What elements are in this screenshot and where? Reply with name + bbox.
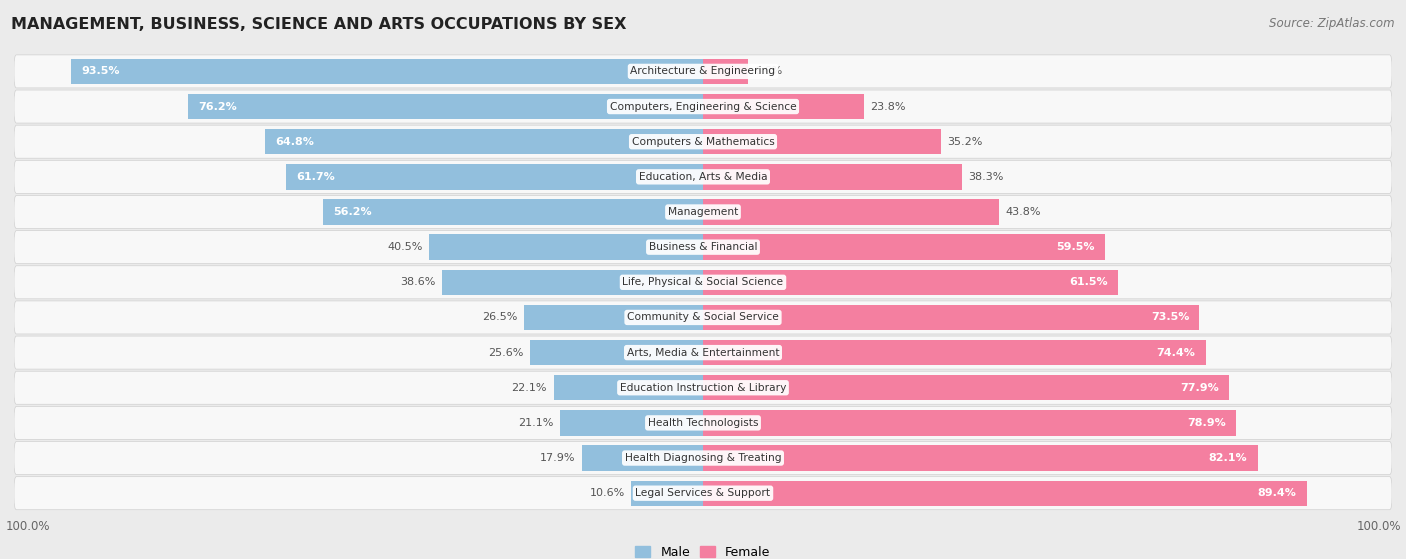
Text: 38.3%: 38.3% <box>969 172 1004 182</box>
FancyBboxPatch shape <box>14 266 1392 299</box>
Text: 43.8%: 43.8% <box>1005 207 1040 217</box>
FancyBboxPatch shape <box>14 301 1392 334</box>
Bar <box>72 59 703 84</box>
Text: Source: ZipAtlas.com: Source: ZipAtlas.com <box>1270 17 1395 30</box>
Text: 76.2%: 76.2% <box>198 102 238 112</box>
Text: 21.1%: 21.1% <box>519 418 554 428</box>
Bar <box>703 446 1257 471</box>
Text: 89.4%: 89.4% <box>1258 488 1296 498</box>
FancyBboxPatch shape <box>14 160 1392 193</box>
Text: 38.6%: 38.6% <box>401 277 436 287</box>
Bar <box>703 340 1205 365</box>
FancyBboxPatch shape <box>14 406 1392 439</box>
Text: 73.5%: 73.5% <box>1152 312 1189 323</box>
Text: 78.9%: 78.9% <box>1187 418 1226 428</box>
Bar <box>703 305 1199 330</box>
Text: 22.1%: 22.1% <box>512 383 547 393</box>
Bar <box>524 305 703 330</box>
Bar <box>703 200 998 225</box>
Bar <box>703 269 1118 295</box>
FancyBboxPatch shape <box>14 55 1392 88</box>
Bar <box>703 164 962 190</box>
Text: 26.5%: 26.5% <box>482 312 517 323</box>
Text: Education Instruction & Library: Education Instruction & Library <box>620 383 786 393</box>
FancyBboxPatch shape <box>14 125 1392 158</box>
Text: Life, Physical & Social Science: Life, Physical & Social Science <box>623 277 783 287</box>
Bar <box>703 410 1236 435</box>
Text: 40.5%: 40.5% <box>387 242 423 252</box>
Text: Business & Financial: Business & Financial <box>648 242 758 252</box>
Bar <box>188 94 703 119</box>
Bar <box>703 234 1105 260</box>
Bar <box>582 446 703 471</box>
FancyBboxPatch shape <box>14 196 1392 229</box>
Text: 6.6%: 6.6% <box>755 67 783 77</box>
Text: 61.5%: 61.5% <box>1070 277 1108 287</box>
FancyBboxPatch shape <box>14 336 1392 369</box>
Bar <box>631 481 703 506</box>
FancyBboxPatch shape <box>14 442 1392 475</box>
Text: 82.1%: 82.1% <box>1209 453 1247 463</box>
Text: Computers, Engineering & Science: Computers, Engineering & Science <box>610 102 796 112</box>
Text: Health Technologists: Health Technologists <box>648 418 758 428</box>
Text: MANAGEMENT, BUSINESS, SCIENCE AND ARTS OCCUPATIONS BY SEX: MANAGEMENT, BUSINESS, SCIENCE AND ARTS O… <box>11 17 627 32</box>
Bar <box>703 59 748 84</box>
Text: 35.2%: 35.2% <box>948 137 983 146</box>
FancyBboxPatch shape <box>14 90 1392 123</box>
Bar <box>703 94 863 119</box>
Bar <box>561 410 703 435</box>
Text: Community & Social Service: Community & Social Service <box>627 312 779 323</box>
Bar <box>429 234 703 260</box>
Bar <box>703 129 941 154</box>
Bar <box>287 164 703 190</box>
FancyBboxPatch shape <box>14 477 1392 510</box>
Text: Management: Management <box>668 207 738 217</box>
Text: Computers & Mathematics: Computers & Mathematics <box>631 137 775 146</box>
Text: 17.9%: 17.9% <box>540 453 575 463</box>
Text: 56.2%: 56.2% <box>333 207 373 217</box>
Bar <box>443 269 703 295</box>
Text: 64.8%: 64.8% <box>276 137 315 146</box>
Bar <box>703 375 1229 400</box>
Text: Arts, Media & Entertainment: Arts, Media & Entertainment <box>627 348 779 358</box>
Bar <box>530 340 703 365</box>
FancyBboxPatch shape <box>14 231 1392 264</box>
Text: 25.6%: 25.6% <box>488 348 523 358</box>
Bar <box>323 200 703 225</box>
Text: Health Diagnosing & Treating: Health Diagnosing & Treating <box>624 453 782 463</box>
Text: 10.6%: 10.6% <box>589 488 624 498</box>
Bar <box>703 481 1306 506</box>
Bar <box>266 129 703 154</box>
Text: 74.4%: 74.4% <box>1157 348 1195 358</box>
Text: Legal Services & Support: Legal Services & Support <box>636 488 770 498</box>
Text: Education, Arts & Media: Education, Arts & Media <box>638 172 768 182</box>
Text: 61.7%: 61.7% <box>297 172 335 182</box>
Bar <box>554 375 703 400</box>
FancyBboxPatch shape <box>14 371 1392 404</box>
Text: Architecture & Engineering: Architecture & Engineering <box>630 67 776 77</box>
Text: 77.9%: 77.9% <box>1180 383 1219 393</box>
Text: 93.5%: 93.5% <box>82 67 120 77</box>
Legend: Male, Female: Male, Female <box>630 541 776 559</box>
Text: 59.5%: 59.5% <box>1056 242 1095 252</box>
Text: 23.8%: 23.8% <box>870 102 905 112</box>
